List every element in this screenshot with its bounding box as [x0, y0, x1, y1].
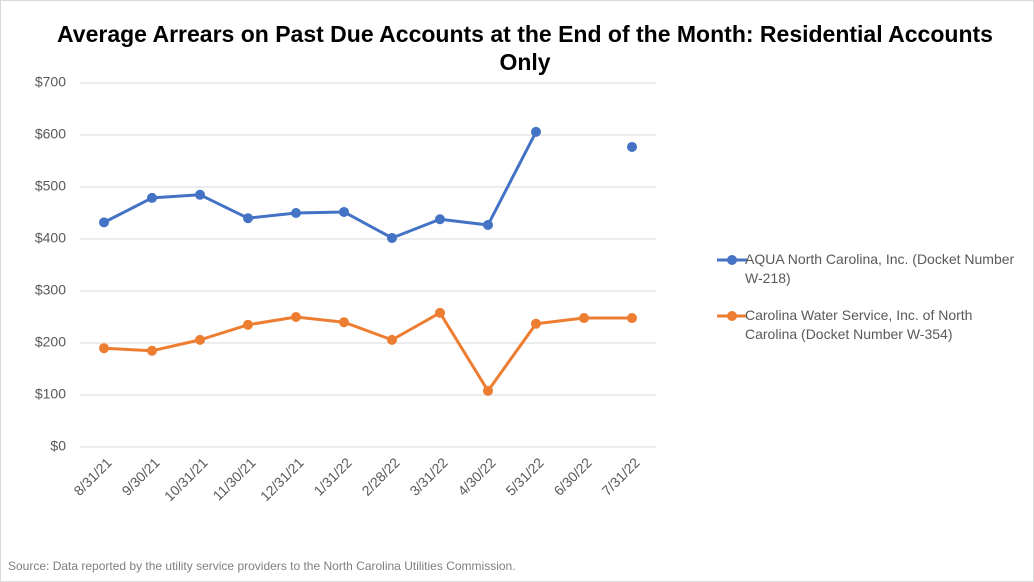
legend-marker: [727, 255, 737, 265]
y-tick-label: $0: [50, 438, 66, 454]
chart-title: Average Arrears on Past Due Accounts at …: [57, 21, 993, 75]
y-tick-label: $500: [35, 178, 66, 194]
data-point: [147, 192, 157, 203]
y-tick-label: $600: [35, 126, 66, 142]
data-point: [387, 232, 397, 243]
data-point: [291, 208, 301, 218]
data-point: [195, 189, 205, 200]
x-tick-label: 5/31/22: [502, 454, 546, 498]
y-tick-label: $400: [35, 230, 66, 246]
data-point: [483, 385, 493, 396]
data-point: [579, 313, 589, 324]
legend-marker: [727, 311, 737, 321]
x-tick-label: 11/30/21: [210, 454, 259, 503]
data-point: [243, 319, 253, 330]
series-line: [104, 132, 632, 238]
data-point: [483, 219, 493, 230]
y-tick-label: $100: [35, 386, 66, 402]
x-tick-label: 7/31/22: [598, 454, 642, 498]
x-tick-label: 6/30/22: [550, 454, 594, 498]
data-point: [531, 318, 541, 329]
x-tick-label: 10/31/21: [161, 454, 211, 504]
y-tick-label: $300: [35, 282, 66, 298]
x-tick-label: 4/30/22: [454, 454, 498, 498]
x-tick-label: 3/31/22: [406, 454, 450, 498]
data-point: [99, 343, 109, 354]
data-point: [243, 213, 253, 224]
data-point: [291, 312, 301, 322]
data-point: [339, 317, 349, 328]
data-point: [627, 141, 637, 152]
series-line: [103, 311, 632, 393]
data-point: [339, 206, 349, 217]
legend-label: AQUA North Carolina, Inc. (Docket Number…: [745, 251, 1015, 286]
x-tick-label: 2/28/22: [358, 454, 402, 498]
y-tick-label: $200: [35, 334, 66, 350]
legend-label: Carolina Water Service, Inc. of North Ca…: [745, 307, 973, 342]
x-tick-label: 1/31/22: [310, 454, 354, 498]
data-point: [435, 214, 445, 225]
x-tick-label: 9/30/21: [118, 454, 162, 498]
data-point: [627, 313, 637, 324]
data-point: [435, 307, 445, 318]
data-point: [99, 217, 109, 228]
x-tick-label: 8/31/21: [70, 454, 114, 498]
data-point: [531, 126, 541, 137]
x-tick-label: 12/31/21: [257, 454, 307, 504]
data-point: [195, 334, 205, 345]
source-note: Source: Data reported by the utility ser…: [8, 559, 516, 573]
data-point: [387, 334, 397, 345]
data-point: [147, 345, 157, 356]
y-tick-label: $700: [35, 74, 66, 90]
